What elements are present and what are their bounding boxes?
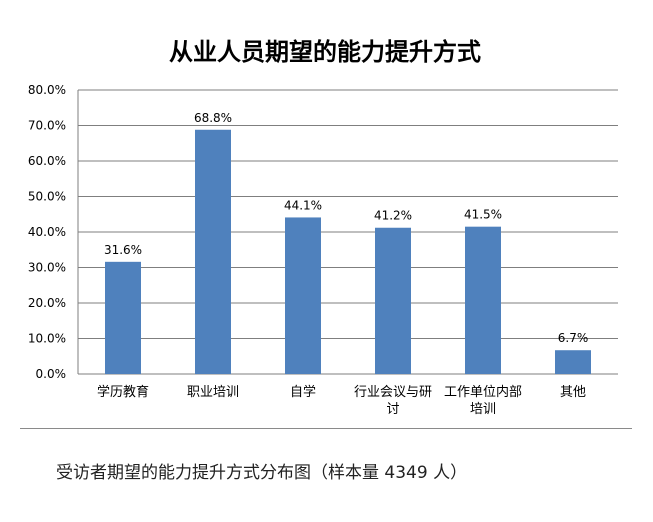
bar xyxy=(375,227,411,374)
gridlines xyxy=(78,89,618,339)
separator-line xyxy=(20,428,632,429)
bar xyxy=(105,261,141,374)
x-tick-label: 学历教育 xyxy=(97,384,149,400)
y-tick-label: 40.0% xyxy=(28,225,66,239)
x-tick-label: 其他 xyxy=(560,385,586,400)
y-tick-label: 70.0% xyxy=(28,119,66,133)
x-tick-label: 职业培训 xyxy=(187,384,239,400)
y-tick-label: 50.0% xyxy=(28,190,66,204)
data-label: 41.2% xyxy=(374,209,412,223)
y-tick-labels: 0.0% 10.0% 20.0% 30.0% 40.0% 50.0% 60.0% 70.0% 8… xyxy=(28,83,66,381)
chart-title: 从业人员期望的能力提升方式 xyxy=(169,38,481,66)
x-tick-label: 工作单位内部 xyxy=(444,384,522,400)
y-tick-label: 0.0% xyxy=(36,367,67,381)
x-tick-label: 行业会议与研 xyxy=(354,385,432,400)
data-label: 68.8% xyxy=(194,111,232,125)
data-label: 44.1% xyxy=(284,198,322,212)
x-tick-label: 培训 xyxy=(470,401,496,417)
y-tick-label: 10.0% xyxy=(28,332,66,346)
data-label: 6.7% xyxy=(558,331,589,345)
bar xyxy=(285,217,321,374)
x-tick-label: 讨 xyxy=(386,402,399,417)
axes xyxy=(77,90,618,375)
chart-area: 从业人员期望的能力提升方式 0.0% 10.0% 20.0% 30.0% 40.0% 50… xyxy=(28,38,618,417)
bar xyxy=(465,226,501,374)
data-label: 31.6% xyxy=(104,243,142,257)
bar xyxy=(555,350,591,374)
x-tick-label: 自学 xyxy=(290,384,316,400)
figure-caption: 受访者期望的能力提升方式分布图（样本量 4349 人） xyxy=(56,463,468,483)
y-tick-label: 80.0% xyxy=(28,83,66,97)
y-tick-label: 20.0% xyxy=(28,296,66,310)
y-tick-label: 30.0% xyxy=(28,261,66,275)
bar xyxy=(195,129,231,374)
data-label: 41.5% xyxy=(464,208,502,222)
bars xyxy=(105,129,591,374)
bar-chart: 从业人员期望的能力提升方式 0.0% 10.0% 20.0% 30.0% 40.0% 50… xyxy=(28,38,618,417)
data-labels: 31.6% 68.8% 44.1% 41.2% 41.5% 6.7% xyxy=(104,111,588,345)
y-tick-label: 60.0% xyxy=(28,154,66,168)
